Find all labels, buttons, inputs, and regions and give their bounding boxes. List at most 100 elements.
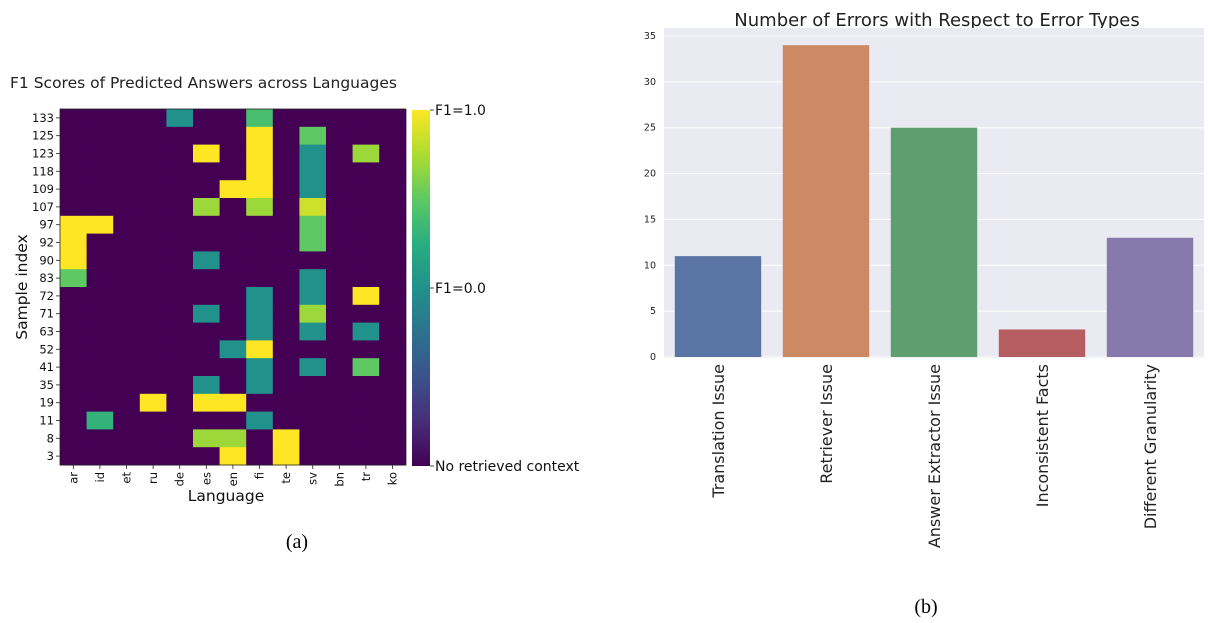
heatmap-cell: [139, 304, 167, 324]
heatmap-cell: [60, 126, 88, 146]
bar-ytick-label: 10: [644, 260, 656, 271]
heatmap-cell: [272, 340, 300, 359]
heatmap-cell: [272, 215, 300, 235]
heatmap-cell: [193, 269, 221, 288]
heatmap-cell: [299, 287, 327, 306]
heatmap-cell: [166, 447, 194, 466]
heatmap-cell: [272, 162, 300, 181]
heatmap-cell: [299, 340, 327, 359]
heatmap-cell: [193, 447, 221, 466]
heatmap-cell: [139, 162, 167, 181]
heatmap-cell: [86, 358, 114, 377]
heatmap-ytick-label: 11: [39, 414, 54, 428]
heatmap-cell: [299, 233, 327, 252]
heatmap-cell: [379, 109, 407, 128]
heatmap-cell: [352, 393, 380, 413]
heatmap-cell: [352, 376, 380, 395]
heatmap-cell: [352, 411, 380, 430]
heatmap-cell: [86, 340, 114, 359]
heatmap-xtick-label: ko: [386, 472, 400, 485]
heatmap-cell: [219, 322, 247, 341]
heatmap-cell: [86, 126, 114, 146]
heatmap-ytick-label: 118: [32, 164, 54, 178]
heatmap-cell: [299, 447, 327, 466]
bar-chart: Number of Errors with Respect to Error T…: [644, 10, 1204, 618]
heatmap-cell: [139, 180, 167, 199]
heatmap-cell: [139, 447, 167, 466]
heatmap-cell: [193, 233, 221, 252]
heatmap-cell: [326, 429, 354, 448]
bar-xtick-label: Answer Extractor Issue: [925, 364, 944, 548]
heatmap-panel: F1 Scores of Predicted Answers across La…: [10, 74, 580, 553]
heatmap-cell: [166, 322, 194, 341]
heatmap-cell: [219, 429, 247, 448]
heatmap-ytick-label: 109: [32, 182, 54, 196]
heatmap-cell: [166, 340, 194, 359]
heatmap-cell: [272, 376, 300, 395]
heatmap-cell: [113, 144, 141, 163]
caption-a: (a): [286, 531, 308, 553]
heatmap-cell: [352, 109, 380, 128]
heatmap-cell: [193, 304, 221, 324]
heatmap-cell: [166, 109, 194, 128]
heatmap-cell: [86, 447, 114, 466]
heatmap-cell: [326, 322, 354, 341]
heatmap-cell: [299, 162, 327, 181]
heatmap-cell: [219, 198, 247, 217]
heatmap-cell: [86, 215, 114, 235]
heatmap-cell: [60, 287, 88, 306]
heatmap-cell: [193, 429, 221, 448]
heatmap-cell: [352, 358, 380, 377]
heatmap-xtick-label: fi: [253, 472, 267, 479]
heatmap-cell: [193, 340, 221, 359]
heatmap-cell: [246, 162, 274, 181]
heatmap-cell: [246, 233, 274, 252]
heatmap-cell: [379, 447, 407, 466]
heatmap-cell: [246, 340, 274, 359]
heatmap-cell: [113, 287, 141, 306]
heatmap-cell: [246, 198, 274, 217]
heatmap-cell: [166, 376, 194, 395]
heatmap-cell: [193, 215, 221, 235]
heatmap-cell: [326, 447, 354, 466]
heatmap-cell: [113, 429, 141, 448]
bar: [890, 127, 978, 357]
heatmap-cell: [193, 180, 221, 199]
heatmap-xtick-label: tr: [359, 472, 373, 482]
heatmap-cell: [139, 251, 167, 270]
heatmap-cell: [193, 198, 221, 217]
heatmap-cell: [272, 304, 300, 324]
heatmap-ytick-label: 90: [39, 253, 54, 267]
heatmap-cell: [219, 287, 247, 306]
heatmap-ytick-label: 92: [39, 236, 54, 250]
heatmap-cell: [326, 126, 354, 146]
colorbar-label: F1=1.0: [435, 103, 486, 119]
bar-ytick-label: 35: [644, 31, 656, 42]
heatmap-cell: [113, 376, 141, 395]
heatmap-cell: [166, 429, 194, 448]
heatmap-cell: [86, 411, 114, 430]
heatmap-ytick-label: 125: [32, 129, 54, 143]
heatmap-cell: [299, 126, 327, 146]
heatmap-title: F1 Scores of Predicted Answers across La…: [10, 74, 397, 92]
heatmap-cell: [219, 376, 247, 395]
heatmap-cell: [246, 251, 274, 270]
heatmap-xtick-label: ar: [66, 472, 80, 484]
heatmap-cell: [193, 126, 221, 146]
heatmap-cell: [246, 358, 274, 377]
heatmap-cell: [86, 376, 114, 395]
heatmap-cell: [379, 411, 407, 430]
heatmap-cell: [246, 376, 274, 395]
heatmap-cell: [299, 109, 327, 128]
heatmap-cell: [193, 393, 221, 413]
heatmap-cell: [246, 429, 274, 448]
heatmap-cell: [272, 126, 300, 146]
heatmap-cell: [166, 411, 194, 430]
heatmap-cell: [86, 322, 114, 341]
heatmap-cell: [326, 233, 354, 252]
heatmap-ytick-label: 72: [39, 289, 54, 303]
heatmap-cell: [326, 287, 354, 306]
heatmap-cell: [219, 233, 247, 252]
heatmap-cell: [219, 126, 247, 146]
heatmap-cell: [219, 358, 247, 377]
